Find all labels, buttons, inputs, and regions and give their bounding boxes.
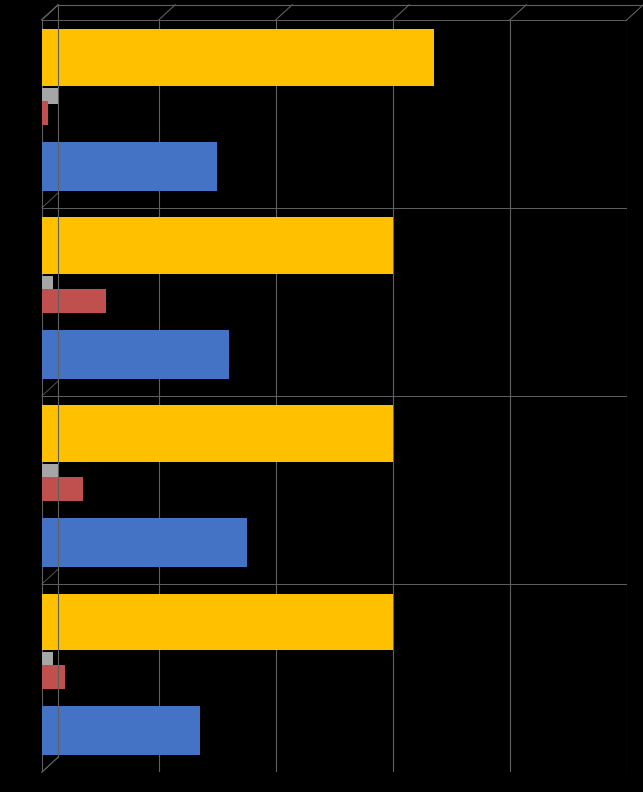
Bar (42, 477, 83, 501)
Bar (42, 330, 229, 379)
Bar (42, 593, 393, 650)
Bar (42, 276, 53, 292)
Bar (42, 88, 59, 105)
Bar (42, 464, 59, 481)
Bar (42, 652, 53, 668)
Bar (42, 142, 217, 191)
Bar (42, 29, 434, 86)
Bar (42, 217, 393, 274)
Bar (42, 289, 106, 314)
Bar (42, 706, 200, 756)
Bar (42, 406, 393, 462)
Bar (42, 101, 48, 125)
Bar (42, 518, 247, 567)
Bar (42, 665, 65, 689)
